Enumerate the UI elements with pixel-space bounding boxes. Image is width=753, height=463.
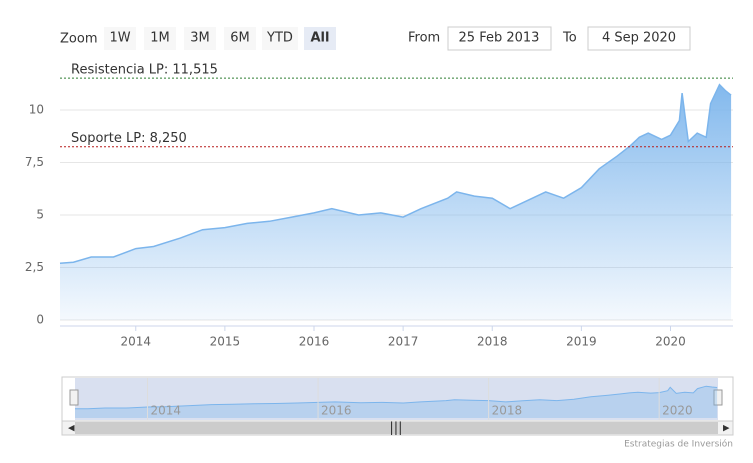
- scroll-grip[interactable]: |||: [389, 421, 402, 436]
- y-tick-label: 5: [36, 207, 44, 221]
- to-date[interactable]: 4 Sep 2020: [602, 31, 676, 46]
- from-date[interactable]: 25 Feb 2013: [459, 31, 540, 46]
- x-tick-label: 2017: [388, 335, 419, 349]
- x-tick-label: 2019: [566, 335, 597, 349]
- area-line: [59, 83, 732, 265]
- x-tick-label: 2020: [655, 335, 686, 349]
- navigator-label: 2014: [150, 404, 181, 418]
- y-tick-label: 0: [36, 313, 44, 327]
- x-tick-label: 2016: [299, 335, 330, 349]
- navigator-handle[interactable]: [69, 389, 79, 406]
- range-button-label[interactable]: 3M: [190, 31, 210, 46]
- x-tick-label: 2018: [477, 335, 508, 349]
- x-tick-label: 2015: [210, 335, 241, 349]
- range-button-label[interactable]: YTD: [266, 31, 293, 46]
- x-tick-label: 2014: [120, 335, 151, 349]
- range-button[interactable]: [144, 27, 176, 50]
- navigator-area: [75, 386, 718, 418]
- y-tick-label: 10: [29, 102, 44, 116]
- scroll-left[interactable]: ◂: [68, 421, 75, 436]
- y-tick-label: 7,5: [25, 155, 44, 169]
- navigator-label: 2020: [662, 404, 693, 418]
- range-button[interactable]: [304, 27, 336, 50]
- credits: Estrategias de Inversión: [624, 439, 733, 450]
- scroll-right[interactable]: ▸: [723, 421, 730, 436]
- from-label: From: [408, 31, 440, 46]
- zoom-label: Zoom: [60, 32, 97, 47]
- range-button-label[interactable]: 1M: [150, 31, 170, 46]
- range-button-label[interactable]: All: [311, 31, 330, 46]
- navigator-mask[interactable]: [75, 378, 718, 420]
- range-button[interactable]: [262, 27, 298, 50]
- navigator-label: 2016: [321, 404, 352, 418]
- to-input[interactable]: [587, 26, 691, 51]
- from-input[interactable]: [447, 26, 552, 51]
- y-tick-label: 2,5: [25, 260, 44, 274]
- scrollbar-thumb[interactable]: [75, 422, 718, 434]
- range-button-label[interactable]: 1W: [109, 31, 130, 46]
- plot-line-label: Soporte LP: 8,250: [71, 131, 187, 146]
- plot-line-label: Resistencia LP: 11,515: [71, 63, 218, 78]
- range-button[interactable]: [104, 27, 136, 50]
- navigator-label: 2018: [492, 404, 523, 418]
- area-fill: [60, 84, 732, 320]
- range-button[interactable]: [224, 27, 256, 50]
- range-button-label[interactable]: 6M: [230, 31, 250, 46]
- to-label: To: [562, 31, 577, 46]
- range-button[interactable]: [184, 27, 216, 50]
- navigator-handle[interactable]: [713, 389, 723, 406]
